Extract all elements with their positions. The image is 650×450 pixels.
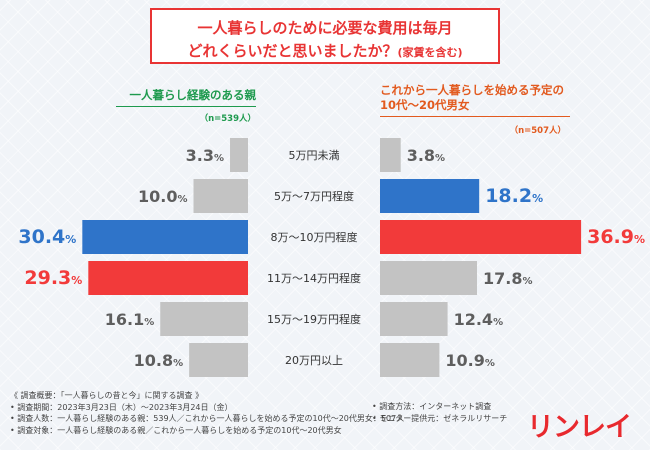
- bar-left-1: [193, 179, 248, 213]
- bar-left-4: [160, 302, 248, 336]
- chart-title-line1: 一人暮らしのために必要な費用は毎月: [197, 19, 453, 37]
- footer-line: • 調査期間：2023年3月23日（木）～2023年3月24日（金）: [10, 402, 233, 412]
- footer-line: 《 調査概要：「一人暮らしの昔と今」に関する調査 》: [10, 391, 204, 400]
- bar-right-0: [380, 138, 401, 172]
- data-label-right-0: 3.8%: [407, 146, 445, 165]
- survey-footer-right: • 調査方法：インターネット調査 • モニター提供元：ゼネラルリサーチ: [372, 401, 507, 424]
- bar-right-2: [380, 220, 582, 254]
- footer-line: • 調査対象：一人暮らし経験のある親／これから一人暮らしを始める予定の10代～2…: [10, 425, 342, 435]
- data-label-left-1: 10.0%: [138, 187, 188, 206]
- data-label-left-3: 29.3%: [24, 267, 82, 289]
- chart-title-line2-text: どれくらいだと思いましたか？: [187, 42, 398, 60]
- category-label-2: 8万～10万円程度: [271, 230, 358, 244]
- footer-right-line: • 調査方法：インターネット調査: [372, 402, 492, 411]
- bar-left-2: [82, 220, 248, 254]
- data-label-left-4: 16.1%: [105, 310, 155, 329]
- bar-left-0: [230, 138, 248, 172]
- bar-left-5: [189, 343, 248, 377]
- data-label-right-1: 18.2%: [485, 185, 543, 207]
- chart-title-box: 一人暮らしのために必要な費用は毎月 どれくらいだと思いましたか？(家賃を含む): [150, 8, 500, 64]
- bar-right-5: [380, 343, 440, 377]
- legend-left-label: 一人暮らし経験のある親: [116, 87, 256, 107]
- brand-logo: リンレイ: [527, 412, 632, 443]
- bar-right-1: [380, 179, 480, 213]
- data-label-left-5: 10.8%: [134, 351, 184, 370]
- bar-right-4: [380, 302, 448, 336]
- legend-right-n: （n=507人）: [509, 126, 566, 136]
- legend-right-label: これから一人暮らしを始める予定の10代～20代男女: [380, 83, 570, 117]
- data-label-right-3: 17.8%: [483, 269, 533, 288]
- butterfly-bar-chart: 3.3% 3.8% 5万円未満 10.0% 18.2% 5万～7万円程度 30.4% 36.9…: [18, 138, 645, 377]
- bar-right-3: [380, 261, 478, 295]
- chart-title-note: (家賃を含む): [397, 46, 463, 59]
- chart-title-line2: どれくらいだと思いましたか？(家賃を含む): [152, 40, 498, 61]
- data-label-left-0: 3.3%: [186, 146, 224, 165]
- data-label-left-2: 30.4%: [18, 226, 76, 248]
- footer-line: • 調査人数：一人暮らし経験のある親：539人／これから一人暮らしを始める予定の…: [10, 414, 405, 423]
- footer-right-line: • モニター提供元：ゼネラルリサーチ: [372, 413, 508, 423]
- category-label-4: 15万～19万円程度: [267, 312, 361, 326]
- legend-left-n: （n=539人）: [199, 114, 256, 124]
- category-label-3: 11万～14万円程度: [267, 271, 361, 285]
- survey-footer: 《 調査概要：「一人暮らしの昔と今」に関する調査 》 • 調査期間：2023年3…: [10, 390, 404, 436]
- category-label-5: 20万円以上: [285, 354, 343, 367]
- data-label-right-4: 12.4%: [454, 310, 504, 329]
- bar-left-3: [88, 261, 248, 295]
- data-label-right-5: 10.9%: [445, 351, 495, 370]
- data-label-right-2: 36.9%: [587, 226, 645, 248]
- category-label-1: 5万～7万円程度: [274, 189, 354, 203]
- category-label-0: 5万円未満: [289, 149, 340, 162]
